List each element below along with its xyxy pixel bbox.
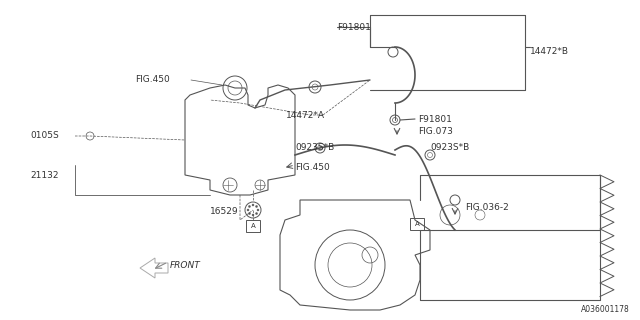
Bar [246, 220, 260, 232]
Bar [410, 218, 424, 230]
Text: A: A [251, 223, 255, 229]
Circle shape [257, 209, 259, 211]
Circle shape [252, 204, 254, 206]
Circle shape [248, 205, 250, 207]
Text: 0923S*B: 0923S*B [295, 143, 334, 153]
Text: 21132: 21132 [30, 171, 58, 180]
Circle shape [252, 214, 254, 216]
Text: A: A [415, 221, 419, 227]
Text: FIG.073: FIG.073 [418, 127, 453, 137]
Text: 0105S: 0105S [30, 132, 59, 140]
Text: FIG.450: FIG.450 [295, 164, 330, 172]
Circle shape [255, 205, 257, 207]
Text: 16529: 16529 [210, 207, 239, 217]
Text: 0923S*B: 0923S*B [430, 143, 469, 153]
Text: 14472*B: 14472*B [530, 47, 569, 57]
Text: A036001178: A036001178 [581, 306, 630, 315]
Text: FIG.036-2: FIG.036-2 [465, 204, 509, 212]
Text: F91801: F91801 [337, 22, 371, 31]
Text: 14472*A: 14472*A [286, 110, 325, 119]
Text: FIG.450: FIG.450 [135, 76, 170, 84]
Circle shape [255, 212, 257, 214]
Circle shape [248, 212, 250, 214]
Circle shape [247, 209, 249, 211]
Text: FRONT: FRONT [170, 260, 201, 269]
Text: F91801: F91801 [418, 115, 452, 124]
